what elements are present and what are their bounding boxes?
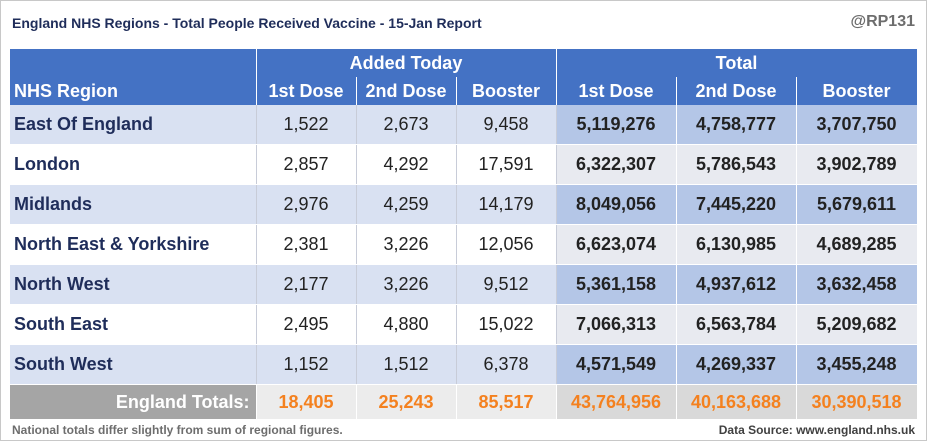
today-1st-dose-cell: 2,857: [256, 144, 357, 185]
today-1st-dose-cell: 2,495: [256, 304, 357, 345]
table-row: North West 2,177 3,226 9,512 5,361,158 4,937,…: [10, 264, 918, 305]
region-name-cell: London: [10, 144, 257, 185]
column-header-total-2nd-dose: 2nd Dose: [676, 77, 797, 105]
total-2nd-dose-cell: 4,758,777: [676, 105, 797, 145]
column-header-today-booster: Booster: [456, 77, 557, 105]
table-row: Midlands 2,976 4,259 14,179 8,049,056 7,445,2…: [10, 184, 918, 225]
table-row: South East 2,495 4,880 15,022 7,066,313 6,563…: [10, 304, 918, 345]
region-name-cell: South East: [10, 304, 257, 345]
region-name-cell: North East & Yorkshire: [10, 224, 257, 265]
today-2nd-dose-cell: 4,292: [356, 144, 457, 185]
totals-label: England Totals:: [10, 384, 257, 419]
total-2nd-dose-cell: 5,786,543: [676, 144, 797, 185]
today-2nd-dose-cell: 2,673: [356, 105, 457, 145]
group-header-added-today: Added Today: [256, 49, 557, 77]
totals-today-1st-dose: 18,405: [256, 384, 357, 419]
total-1st-dose-cell: 8,049,056: [556, 184, 677, 225]
region-name-cell: South West: [10, 344, 257, 385]
total-booster-cell: 5,209,682: [796, 304, 918, 345]
today-1st-dose-cell: 1,522: [256, 105, 357, 145]
today-2nd-dose-cell: 4,880: [356, 304, 457, 345]
total-2nd-dose-cell: 4,937,612: [676, 264, 797, 305]
total-booster-cell: 3,707,750: [796, 105, 918, 145]
total-2nd-dose-cell: 4,269,337: [676, 344, 797, 385]
total-1st-dose-cell: 5,119,276: [556, 105, 677, 145]
group-header-row: Added Today Total: [10, 49, 918, 77]
today-1st-dose-cell: 2,381: [256, 224, 357, 265]
total-booster-cell: 3,632,458: [796, 264, 918, 305]
total-booster-cell: 3,902,789: [796, 144, 918, 185]
today-2nd-dose-cell: 4,259: [356, 184, 457, 225]
column-header-region: NHS Region: [10, 77, 257, 105]
totals-total-2nd-dose: 40,163,688: [676, 384, 797, 419]
total-2nd-dose-cell: 6,130,985: [676, 224, 797, 265]
total-booster-cell: 3,455,248: [796, 344, 918, 385]
column-header-today-2nd-dose: 2nd Dose: [356, 77, 457, 105]
table-row: East Of England 1,522 2,673 9,458 5,119,276 4…: [10, 105, 918, 145]
region-name-cell: Midlands: [10, 184, 257, 225]
table-row: North East & Yorkshire 2,381 3,226 12,056 6,…: [10, 224, 918, 265]
today-booster-cell: 12,056: [456, 224, 557, 265]
column-header-today-1st-dose: 1st Dose: [256, 77, 357, 105]
today-2nd-dose-cell: 3,226: [356, 264, 457, 305]
total-booster-cell: 4,689,285: [796, 224, 918, 265]
total-2nd-dose-cell: 6,563,784: [676, 304, 797, 345]
total-1st-dose-cell: 6,623,074: [556, 224, 677, 265]
totals-today-2nd-dose: 25,243: [356, 384, 457, 419]
column-header-row: NHS Region 1st Dose 2nd Dose Booster 1st…: [10, 77, 918, 105]
column-header-total-booster: Booster: [796, 77, 918, 105]
report-title: England NHS Regions - Total People Recei…: [12, 15, 482, 31]
region-name-cell: East Of England: [10, 105, 257, 145]
today-booster-cell: 9,458: [456, 105, 557, 145]
total-1st-dose-cell: 7,066,313: [556, 304, 677, 345]
totals-total-1st-dose: 43,764,956: [556, 384, 677, 419]
data-source: Data Source: www.england.nhs.uk: [718, 423, 915, 437]
table-row: London 2,857 4,292 17,591 6,322,307 5,786,543…: [10, 144, 918, 185]
today-1st-dose-cell: 2,177: [256, 264, 357, 305]
totals-today-booster: 85,517: [456, 384, 557, 419]
author-handle: @RP131: [850, 13, 915, 30]
today-booster-cell: 14,179: [456, 184, 557, 225]
column-header-total-1st-dose: 1st Dose: [556, 77, 677, 105]
total-1st-dose-cell: 4,571,549: [556, 344, 677, 385]
footnote: National totals differ slightly from sum…: [12, 423, 343, 437]
today-2nd-dose-cell: 3,226: [356, 224, 457, 265]
total-1st-dose-cell: 6,322,307: [556, 144, 677, 185]
today-1st-dose-cell: 2,976: [256, 184, 357, 225]
totals-total-booster: 30,390,518: [796, 384, 918, 419]
total-1st-dose-cell: 5,361,158: [556, 264, 677, 305]
table-body: East Of England 1,522 2,673 9,458 5,119,276 4…: [10, 105, 918, 385]
today-booster-cell: 9,512: [456, 264, 557, 305]
vaccine-table: Added Today Total NHS Region 1st Dose 2n…: [10, 49, 918, 419]
total-booster-cell: 5,679,611: [796, 184, 918, 225]
today-2nd-dose-cell: 1,512: [356, 344, 457, 385]
header-spacer: [10, 49, 257, 77]
today-booster-cell: 15,022: [456, 304, 557, 345]
table-row: South West 1,152 1,512 6,378 4,571,549 4,269,…: [10, 344, 918, 385]
today-1st-dose-cell: 1,152: [256, 344, 357, 385]
today-booster-cell: 17,591: [456, 144, 557, 185]
region-name-cell: North West: [10, 264, 257, 305]
totals-row: England Totals: 18,405 25,243 85,517 43,…: [10, 384, 918, 419]
group-header-total: Total: [556, 49, 918, 77]
total-2nd-dose-cell: 7,445,220: [676, 184, 797, 225]
today-booster-cell: 6,378: [456, 344, 557, 385]
